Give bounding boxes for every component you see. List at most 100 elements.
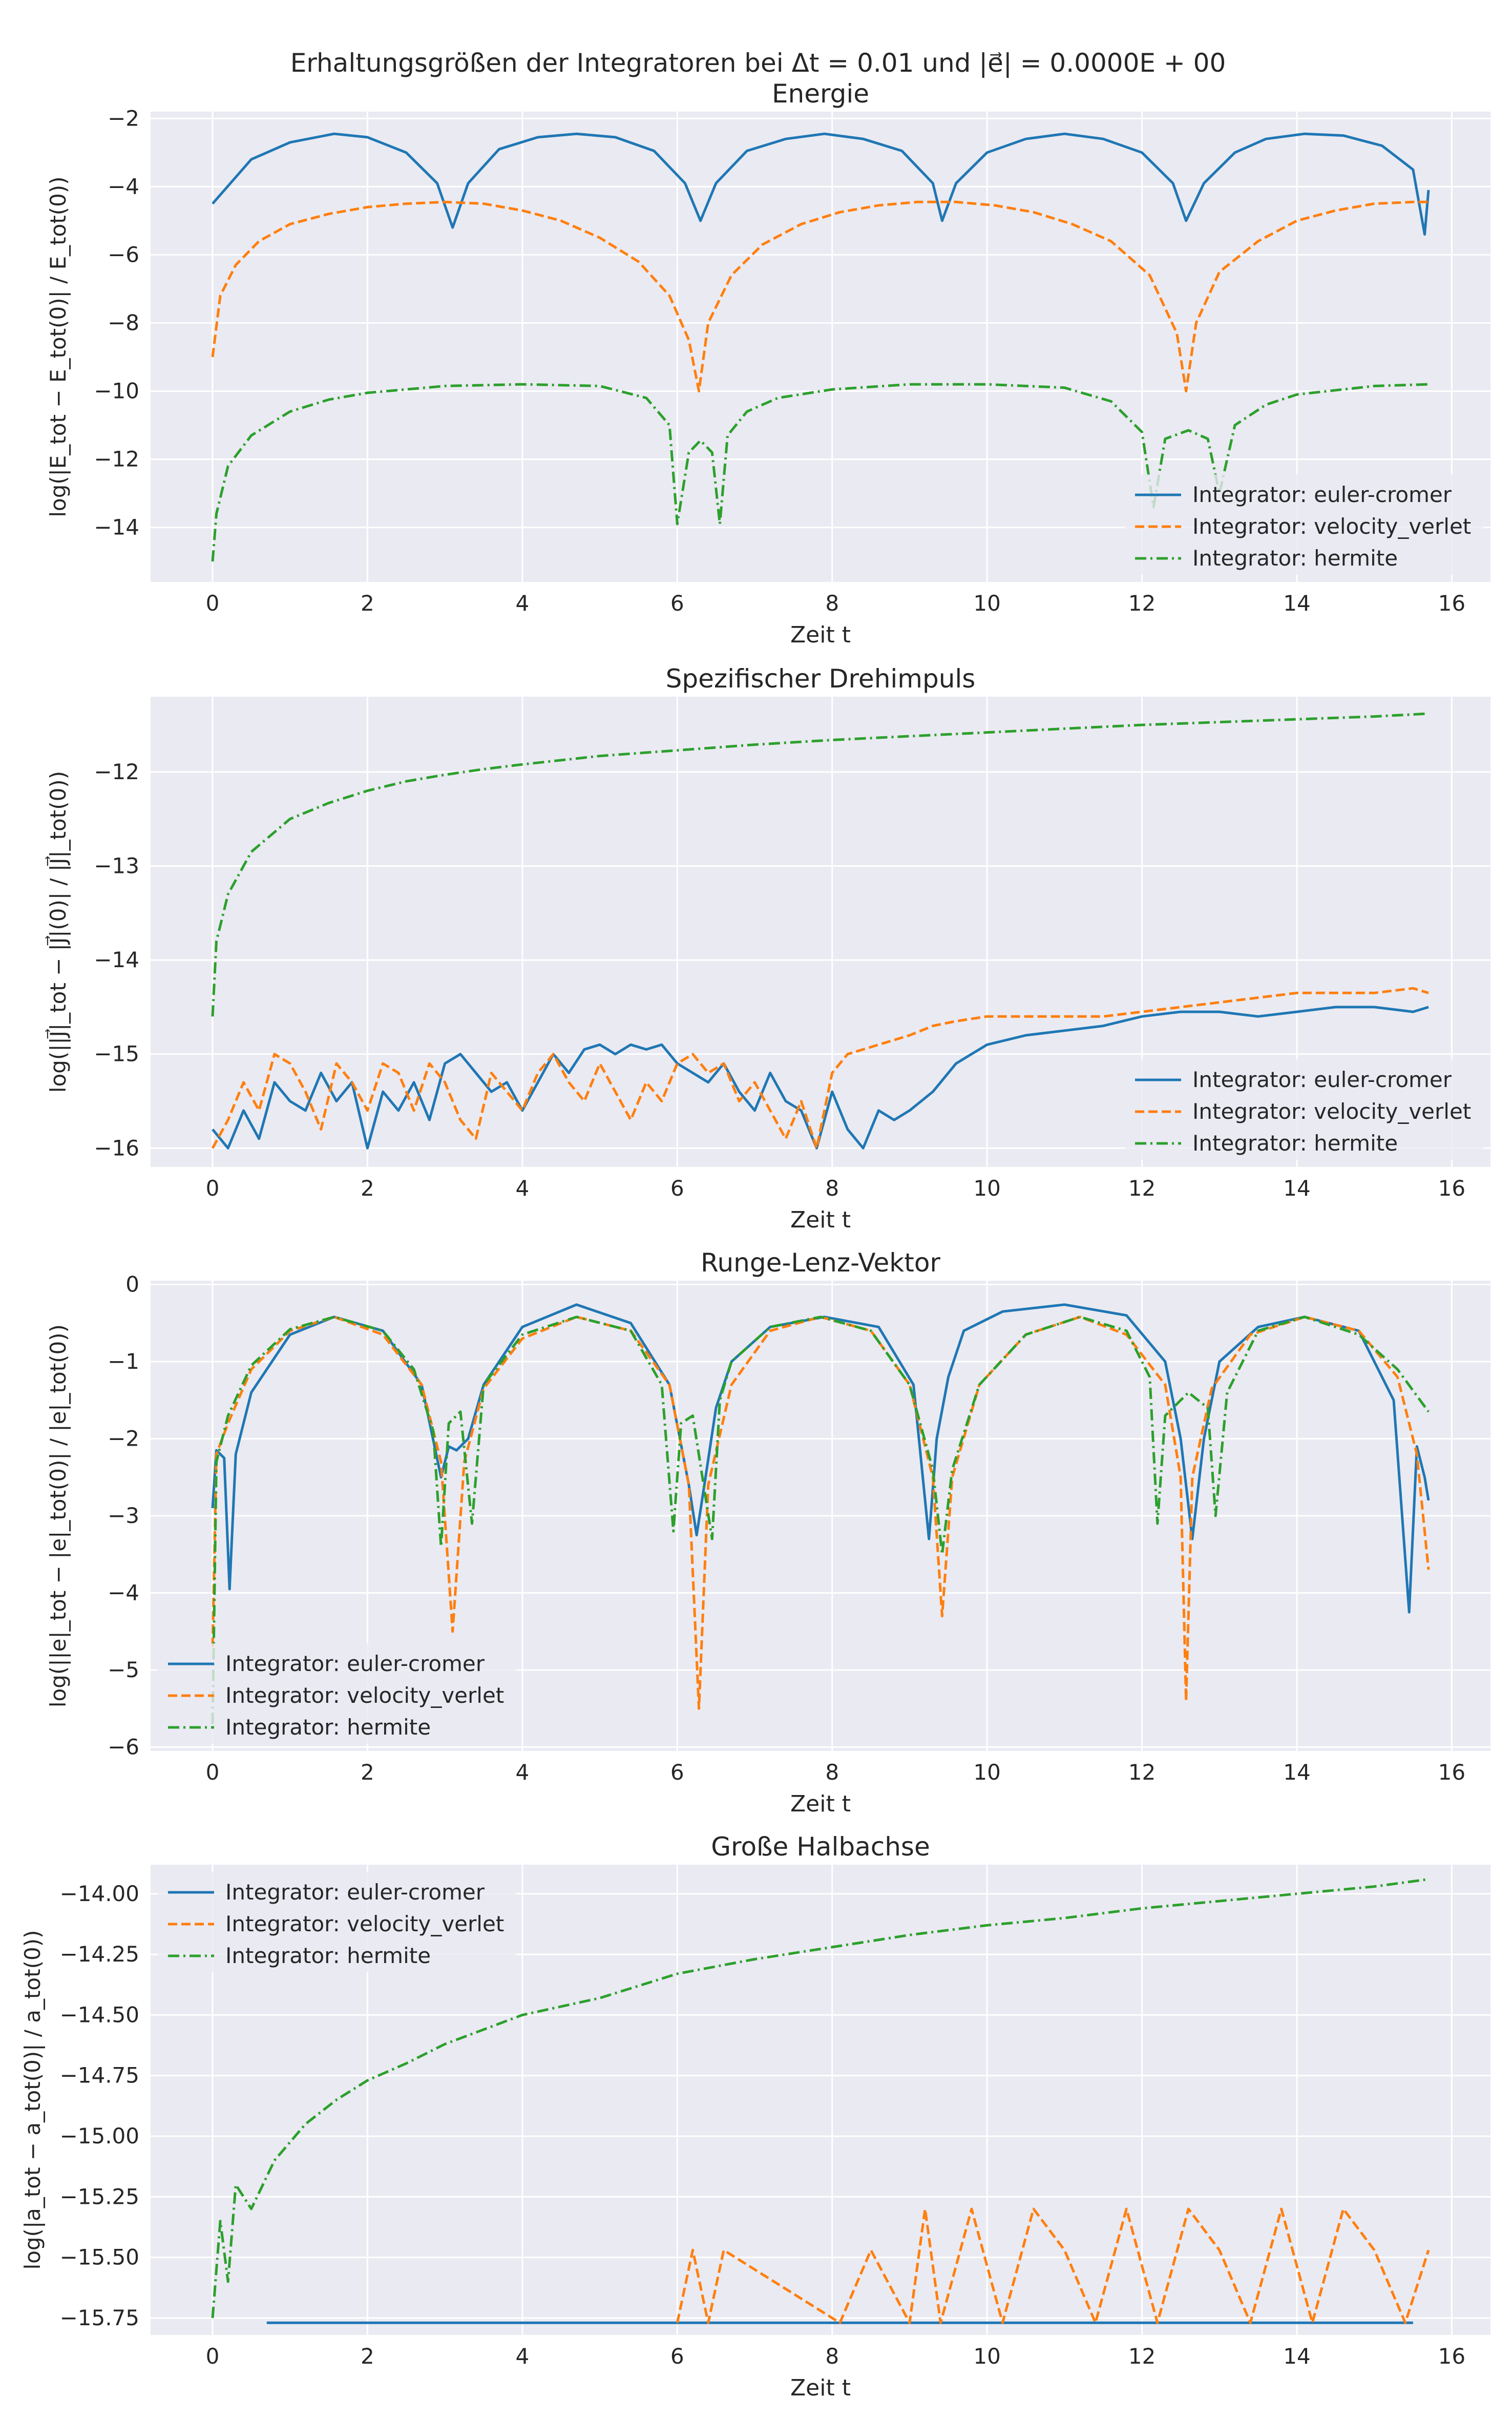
- series-line-3: [211, 712, 1429, 1017]
- x-tick-label: 16: [1438, 2344, 1465, 2369]
- x-tick-label: 10: [973, 591, 1000, 616]
- legend-label: Integrator: hermite: [1192, 546, 1398, 571]
- y-tick-label: −14.50: [60, 2002, 139, 2027]
- legend: Integrator: euler-cromer Integrator: velo…: [158, 1643, 516, 1744]
- x-tick-label: 0: [206, 1760, 220, 1785]
- y-tick-label: −15.00: [60, 2123, 139, 2148]
- y-tick-label: −12: [94, 447, 139, 472]
- x-tick-label: 6: [670, 1760, 684, 1785]
- legend-frame: [158, 1643, 516, 1744]
- legend: Integrator: euler-cromer Integrator: velo…: [1125, 474, 1483, 575]
- panel-4: 0 2 4 6 8 10 12 14 16 −15.75 −15.50 −15.25 −15.00 −14…: [20, 1832, 1490, 2401]
- x-tick-label: 2: [361, 1760, 374, 1785]
- y-tick-label: −10: [94, 378, 139, 403]
- legend-label: Integrator: euler-cromer: [225, 1651, 485, 1676]
- x-tick-label: 14: [1283, 1176, 1310, 1201]
- x-tick-label: 8: [825, 1760, 839, 1785]
- series-line-3: [211, 1316, 1430, 1724]
- x-axis-label: Zeit t: [790, 1791, 851, 1817]
- y-axis-label: log(|a_tot − a_tot(0)| / a_tot(0)): [20, 1930, 45, 2270]
- y-tick-label: −16: [94, 1135, 139, 1160]
- y-axis-label: log(|E_tot − E_tot(0)| / E_tot(0)): [46, 176, 71, 517]
- y-tick-label: −1: [108, 1349, 139, 1374]
- y-tick-label: −15.50: [60, 2245, 139, 2270]
- panel-title: Große Halbachse: [711, 1832, 930, 1862]
- panel-1: 0 2 4 6 8 10 12 14 16 −14 −12 −10 −8 −6 −4 −2 Energie Zei…: [46, 79, 1490, 648]
- x-tick-label: 12: [1128, 591, 1156, 616]
- x-axis-label: Zeit t: [790, 622, 851, 648]
- x-tick-label: 6: [670, 2344, 684, 2369]
- legend-frame: [1125, 1059, 1483, 1160]
- series-line-1: [212, 1006, 1429, 1150]
- legend-label: Integrator: velocity_verlet: [1192, 1099, 1471, 1124]
- legend-label: Integrator: euler-cromer: [1192, 482, 1452, 507]
- x-tick-label: 0: [206, 2344, 220, 2369]
- x-tick-label: 0: [206, 591, 220, 616]
- x-tick-label: 12: [1128, 1760, 1156, 1785]
- legend-frame: [1125, 474, 1483, 575]
- legend-label: Integrator: hermite: [225, 1943, 431, 1968]
- x-tick-label: 16: [1438, 1760, 1465, 1785]
- x-tick-label: 2: [361, 1176, 374, 1201]
- x-tick-label: 2: [361, 2344, 374, 2369]
- x-tick-label: 10: [973, 1760, 1000, 1785]
- y-tick-label: 0: [125, 1272, 139, 1297]
- panel-title: Energie: [772, 79, 869, 109]
- x-tick-label: 14: [1283, 1760, 1310, 1785]
- legend-label: Integrator: euler-cromer: [225, 1880, 485, 1905]
- x-tick-label: 16: [1438, 1176, 1465, 1201]
- panel-3: 0 2 4 6 8 10 12 14 16 −6 −5 −4 −3 −2 −1 0 Runge-Lenz-Vek…: [46, 1248, 1490, 1817]
- series-line-2: [211, 200, 1429, 392]
- y-tick-label: −2: [108, 106, 139, 131]
- legend-frame: [158, 1872, 516, 1972]
- panels: 0 2 4 6 8 10 12 14 16−14−12−10−8−6−4−2EnergieZei…: [20, 79, 1490, 2401]
- y-tick-label: −15: [94, 1041, 139, 1067]
- legend-label: Integrator: velocity_verlet: [225, 1683, 504, 1708]
- series-line-2: [676, 2207, 1430, 2324]
- x-tick-label: 4: [515, 1176, 529, 1201]
- y-tick-label: −8: [108, 310, 139, 335]
- y-tick-label: −3: [108, 1503, 139, 1528]
- series-line-2: [211, 987, 1429, 1150]
- legend-label: Integrator: velocity_verlet: [225, 1911, 504, 1936]
- panel-2: 0 2 4 6 8 10 12 14 16 −16 −15 −14 −13 −12 Spezifischer…: [45, 664, 1490, 1233]
- x-tick-label: 10: [973, 1176, 1000, 1201]
- y-tick-label: −14: [94, 515, 139, 540]
- y-tick-label: −12: [94, 759, 139, 784]
- legend-label: Integrator: hermite: [225, 1715, 431, 1740]
- legend-label: Integrator: hermite: [1192, 1131, 1398, 1156]
- x-tick-label: 12: [1128, 2344, 1156, 2369]
- x-tick-label: 8: [825, 591, 839, 616]
- x-tick-label: 4: [515, 2344, 529, 2369]
- y-tick-label: −14: [94, 947, 139, 972]
- x-tick-label: 14: [1283, 2344, 1310, 2369]
- y-axis-label: log(||J⃗|_tot − |J⃗|(0)| / |J⃗|_tot(0)): [45, 771, 71, 1093]
- x-tick-label: 8: [825, 1176, 839, 1201]
- x-tick-label: 0: [206, 1176, 220, 1201]
- y-tick-label: −15.25: [60, 2184, 139, 2209]
- x-tick-label: 6: [670, 1176, 684, 1201]
- x-tick-label: 14: [1283, 591, 1310, 616]
- y-tick-label: −2: [108, 1426, 139, 1451]
- x-tick-label: 16: [1438, 591, 1465, 616]
- y-tick-label: −15.75: [60, 2305, 139, 2330]
- x-tick-label: 6: [670, 591, 684, 616]
- y-tick-label: −13: [94, 853, 139, 878]
- y-tick-label: −14.00: [60, 1881, 139, 1906]
- series-line-1: [212, 132, 1430, 236]
- x-axis-label: Zeit t: [790, 1207, 851, 1233]
- legend-label: Integrator: euler-cromer: [1192, 1067, 1452, 1092]
- y-tick-label: −4: [108, 174, 139, 199]
- panel-title: Runge-Lenz-Vektor: [701, 1248, 940, 1278]
- legend: Integrator: euler-cromer Integrator: velo…: [1125, 1059, 1483, 1160]
- panel-title: Spezifischer Drehimpuls: [666, 664, 976, 694]
- x-tick-label: 2: [361, 591, 374, 616]
- y-tick-label: −6: [108, 1734, 139, 1759]
- figure-suptitle: Erhaltungsgrößen der Integratoren bei Δt…: [290, 48, 1226, 78]
- series-line-2: [211, 1316, 1430, 1710]
- series-line-3: [211, 1877, 1429, 2319]
- y-tick-label: −4: [108, 1580, 139, 1605]
- legend: Integrator: euler-cromer Integrator: velo…: [158, 1872, 516, 1972]
- x-tick-label: 4: [515, 591, 529, 616]
- x-tick-label: 8: [825, 2344, 839, 2369]
